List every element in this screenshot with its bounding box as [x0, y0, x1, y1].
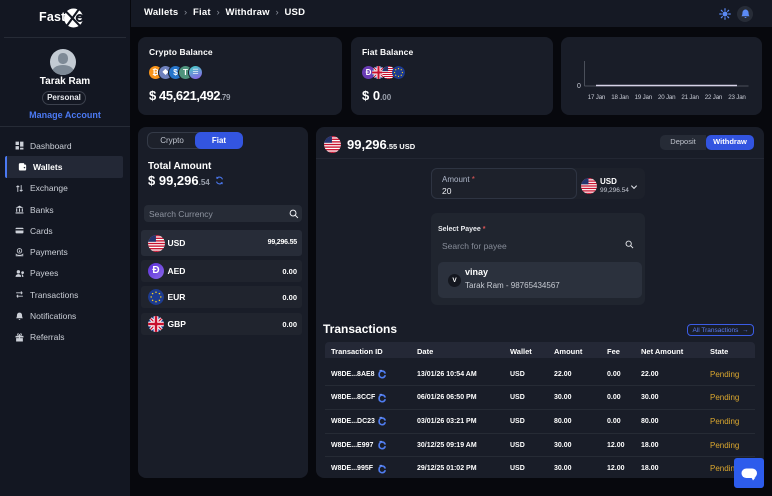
svg-text:0: 0 — [577, 83, 581, 90]
svg-text:22 Jan: 22 Jan — [705, 94, 723, 101]
svg-text:18 Jan: 18 Jan — [611, 94, 629, 101]
svg-text:19 Jan: 19 Jan — [635, 94, 653, 101]
svg-text:17 Jan: 17 Jan — [588, 94, 606, 101]
svg-text:21 Jan: 21 Jan — [681, 94, 699, 101]
svg-text:23 Jan: 23 Jan — [728, 94, 746, 101]
svg-text:20 Jan: 20 Jan — [658, 94, 676, 101]
